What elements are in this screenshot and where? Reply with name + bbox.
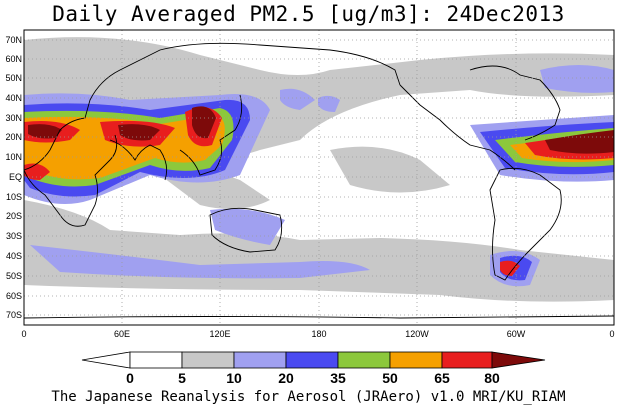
map-title: Daily Averaged PM2.5 [ug/m3]: 24Dec2013	[52, 2, 565, 26]
map-frame	[23, 29, 615, 326]
colorbar-segment-6	[389, 351, 443, 369]
lat-label: 50N	[5, 73, 22, 83]
colorbar-labels: 0 5 10 20 35 50 65 80	[126, 370, 500, 386]
lon-label: 60E	[114, 329, 130, 339]
coastlines	[24, 42, 614, 319]
colorbar-segment-1	[129, 351, 183, 369]
lon-label: 0	[21, 329, 26, 339]
lat-label: 40S	[6, 251, 22, 261]
lat-label: 10S	[6, 192, 22, 202]
lon-label: 120E	[209, 329, 230, 339]
colorbar-label: 80	[484, 370, 500, 386]
colorbar-segment-7	[441, 351, 493, 369]
colorbar-segment-4	[285, 351, 339, 369]
lon-label: 180	[311, 329, 326, 339]
colorbar-segment-8	[491, 351, 546, 369]
colorbar-label: 20	[278, 370, 294, 386]
colorbar-label: 5	[178, 370, 186, 386]
lon-label: 60W	[507, 329, 526, 339]
colorbar-label: 65	[434, 370, 450, 386]
colorbar-label: 10	[226, 370, 242, 386]
colorbar	[81, 351, 546, 369]
lat-label: 60S	[6, 291, 22, 301]
colorbar-segment-2	[181, 351, 235, 369]
lat-label: 70N	[5, 35, 22, 45]
lon-label: 120W	[405, 329, 429, 339]
lat-label: EQ	[9, 172, 22, 182]
lat-label: 50S	[6, 271, 22, 281]
lat-label: 20N	[5, 132, 22, 142]
pm25-band-80-plus	[28, 106, 614, 154]
colorbar-segment-3	[233, 351, 287, 369]
lat-label: 30S	[6, 231, 22, 241]
lat-label: 20S	[6, 211, 22, 221]
lon-label: 0	[609, 329, 614, 339]
lat-label: 30N	[5, 113, 22, 123]
lat-label: 60N	[5, 54, 22, 64]
latitude-axis: 70N 60N 50N 40N 30N 20N 10N EQ 10S 20S 3…	[5, 35, 22, 320]
colorbar-label: 50	[382, 370, 398, 386]
colorbar-segment-5	[337, 351, 391, 369]
credit-line: The Japanese Reanalysis for Aerosol (JRA…	[51, 389, 566, 405]
lat-label: 10N	[5, 152, 22, 162]
colorbar-label: 0	[126, 370, 134, 386]
colorbar-label: 35	[330, 370, 346, 386]
lat-label: 70S	[6, 310, 22, 320]
longitude-axis: 0 60E 120E 180 120W 60W 0	[21, 329, 614, 339]
colorbar-segment-0	[81, 351, 131, 369]
lat-label: 40N	[5, 93, 22, 103]
